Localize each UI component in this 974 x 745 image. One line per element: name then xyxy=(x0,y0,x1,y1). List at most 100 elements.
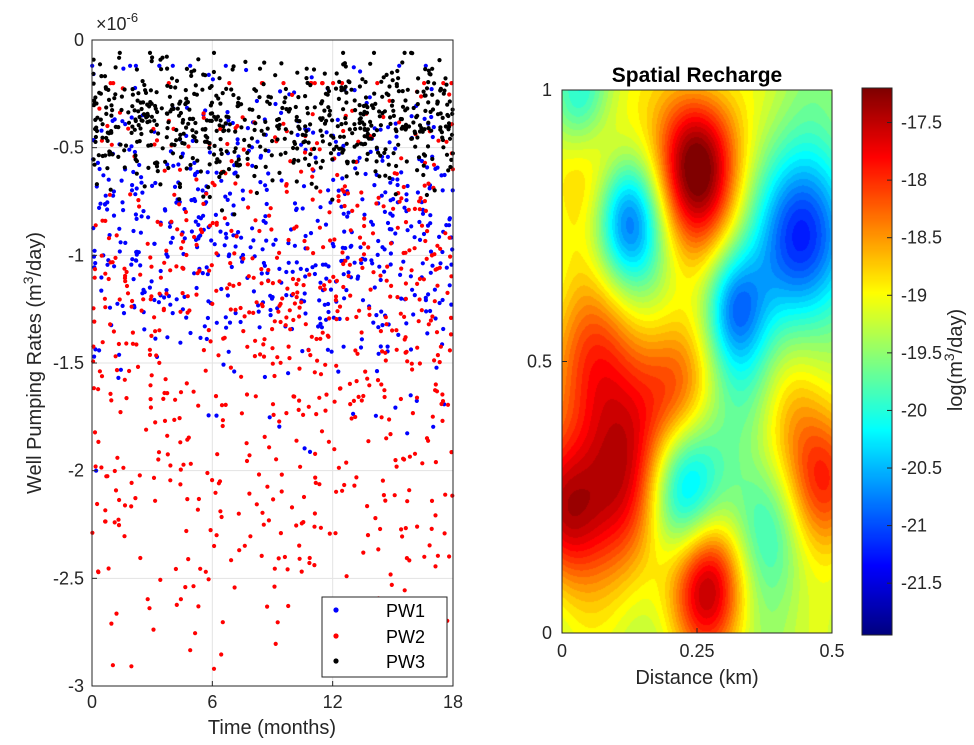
scatter-point-pw3 xyxy=(422,153,428,158)
scatter-point-pw3 xyxy=(362,134,367,139)
scatter-point-pw2 xyxy=(301,283,306,288)
scatter-point-pw2 xyxy=(341,261,346,267)
scatter-point-pw1 xyxy=(292,243,297,248)
scatter-point-pw2 xyxy=(124,283,130,289)
scatter-point-pw2 xyxy=(253,218,258,223)
scatter-point-pw2 xyxy=(270,281,275,286)
scatter-point-pw3 xyxy=(365,105,370,110)
scatter-point-pw2 xyxy=(366,245,371,250)
scatter-point-pw3 xyxy=(139,106,144,112)
scatter-point-pw3 xyxy=(333,86,339,91)
scatter-point-pw2 xyxy=(174,602,179,608)
scatter-point-pw1 xyxy=(450,247,455,252)
scatter-point-pw2 xyxy=(358,257,363,262)
scatter-point-pw2 xyxy=(438,344,443,349)
scatter-point-pw3 xyxy=(258,144,263,149)
scatter-point-pw3 xyxy=(389,70,394,75)
scatter-point-pw3 xyxy=(92,101,97,106)
scatter-point-pw1 xyxy=(141,287,146,292)
scatter-point-pw3 xyxy=(437,58,442,63)
scatter-point-pw2 xyxy=(341,189,346,194)
scatter-point-pw3 xyxy=(403,122,409,127)
scatter-point-pw3 xyxy=(211,69,216,75)
scatter-point-pw2 xyxy=(91,386,96,391)
scatter-point-pw2 xyxy=(294,295,299,300)
scatter-point-pw3 xyxy=(205,135,210,140)
scatter-point-pw2 xyxy=(443,231,448,236)
scatter-point-pw3 xyxy=(386,92,391,98)
scatter-point-pw3 xyxy=(441,145,446,150)
scatter-point-pw2 xyxy=(297,556,302,561)
scatter-point-pw2 xyxy=(254,300,259,305)
scatter-point-pw1 xyxy=(251,289,256,294)
scatter-point-pw1 xyxy=(117,226,122,231)
scatter-point-pw3 xyxy=(201,194,206,199)
scatter-point-pw2 xyxy=(162,418,168,423)
scatter-point-pw3 xyxy=(450,111,455,116)
scatter-point-pw2 xyxy=(437,360,442,365)
scatter-point-pw2 xyxy=(258,352,263,357)
scatter-point-pw2 xyxy=(403,220,409,225)
scatter-point-pw2 xyxy=(402,337,407,342)
scatter-point-pw2 xyxy=(125,291,131,296)
scatter-point-pw3 xyxy=(388,115,393,120)
scatter-point-pw1 xyxy=(146,215,151,220)
scatter-point-pw1 xyxy=(264,187,269,192)
scatter-point-pw3 xyxy=(224,114,229,119)
scatter-point-pw2 xyxy=(404,556,409,561)
scatter-point-pw2 xyxy=(162,168,167,173)
scatter-point-pw1 xyxy=(393,121,398,126)
scatter-point-pw3 xyxy=(147,50,153,56)
scatter-point-pw2 xyxy=(310,167,315,172)
scatter-point-pw3 xyxy=(203,126,208,132)
scatter-point-pw1 xyxy=(232,369,237,374)
scatter-point-pw2 xyxy=(236,511,241,516)
scatter-point-pw2 xyxy=(426,181,431,186)
scatter-point-pw2 xyxy=(354,314,359,320)
scatter-point-pw1 xyxy=(241,197,246,202)
scatter-point-pw1 xyxy=(105,200,110,205)
scatter-point-pw1 xyxy=(355,276,360,281)
scatter-point-pw3 xyxy=(387,175,392,181)
scatter-point-pw3 xyxy=(129,130,134,135)
scatter-point-pw2 xyxy=(242,543,247,548)
scatter-point-pw1 xyxy=(198,335,203,340)
scatter-point-pw1 xyxy=(142,327,147,332)
scatter-point-pw1 xyxy=(335,117,340,122)
scatter-point-pw3 xyxy=(189,73,194,78)
scatter-point-pw2 xyxy=(103,519,108,524)
scatter-point-pw2 xyxy=(194,242,199,247)
scatter-point-pw3 xyxy=(411,120,416,125)
scatter-point-pw3 xyxy=(221,124,226,129)
scatter-point-pw2 xyxy=(259,553,264,559)
scatter-point-pw3 xyxy=(261,82,266,87)
scatter-point-pw1 xyxy=(427,186,432,191)
scatter-point-pw3 xyxy=(388,121,393,126)
scatter-point-pw2 xyxy=(417,199,422,204)
scatter-point-pw1 xyxy=(345,214,350,219)
scatter-point-pw2 xyxy=(208,528,213,533)
scatter-point-pw3 xyxy=(190,156,195,161)
scatter-point-pw3 xyxy=(355,171,360,176)
scatter-point-pw1 xyxy=(98,201,103,206)
scatter-point-pw2 xyxy=(399,527,404,532)
scatter-point-pw1 xyxy=(424,309,429,314)
scatter-point-pw3 xyxy=(318,128,323,133)
scatter-point-pw1 xyxy=(141,209,146,214)
scatter-point-pw3 xyxy=(105,166,110,171)
scatter-point-pw2 xyxy=(248,189,253,194)
scatter-point-pw3 xyxy=(208,111,213,116)
scatter-point-pw2 xyxy=(328,238,333,243)
scatter-point-pw2 xyxy=(122,503,128,508)
scatter-point-pw1 xyxy=(286,241,291,246)
scatter-point-pw3 xyxy=(184,66,189,71)
scatter-point-pw3 xyxy=(184,101,189,106)
scatter-point-pw3 xyxy=(184,125,189,130)
scatter-point-pw2 xyxy=(299,569,304,574)
scatter-point-pw1 xyxy=(188,63,193,68)
scatter-point-pw1 xyxy=(387,140,392,145)
scatter-point-pw1 xyxy=(92,354,97,359)
scatter-point-pw2 xyxy=(259,267,264,272)
scatter-point-pw3 xyxy=(174,78,180,83)
scatter-point-pw3 xyxy=(357,117,362,122)
